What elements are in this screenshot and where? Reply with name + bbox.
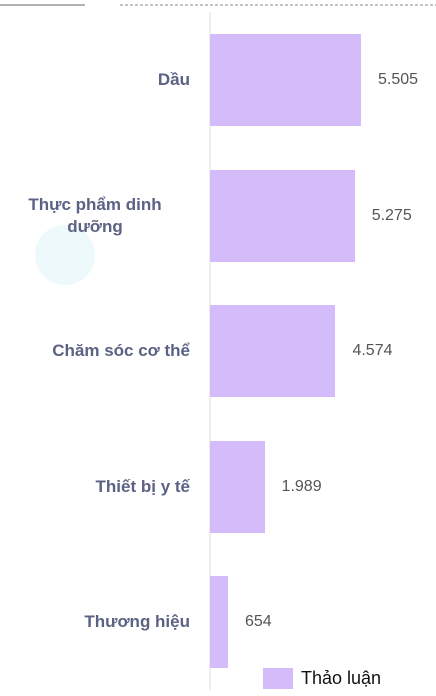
value-label: 1.989 bbox=[281, 477, 322, 495]
category-label: Thực phẩm dinh dưỡng bbox=[28, 194, 162, 236]
watermark bbox=[35, 225, 95, 285]
category-label-box: Dầu bbox=[158, 34, 190, 126]
bar bbox=[210, 440, 265, 533]
value-label: 4.574 bbox=[352, 342, 393, 359]
category-label: Dầu bbox=[157, 70, 190, 89]
value-label: 5.505 bbox=[378, 71, 419, 88]
value-label: 654 bbox=[244, 613, 272, 630]
value-label: 5.275 bbox=[371, 206, 412, 224]
category-label-box: Thương hiệu bbox=[84, 576, 190, 668]
category-label-box: Thiết bị y tế bbox=[96, 441, 190, 533]
legend-label: Thảo luận bbox=[301, 668, 382, 688]
category-label: Thương hiệu bbox=[84, 612, 190, 631]
legend-swatch bbox=[263, 668, 293, 689]
bar bbox=[210, 576, 228, 668]
bar bbox=[210, 34, 361, 126]
category-label: Thiết bị y tế bbox=[95, 476, 190, 496]
legend: Thảo luận bbox=[263, 668, 381, 689]
category-label-box: Thực phẩm dinh dưỡng bbox=[0, 170, 190, 262]
bar bbox=[210, 169, 355, 262]
bar bbox=[210, 305, 336, 397]
category-label: Chăm sóc cơ thể bbox=[52, 341, 190, 360]
category-label-box: Chăm sóc cơ thể bbox=[52, 305, 190, 397]
